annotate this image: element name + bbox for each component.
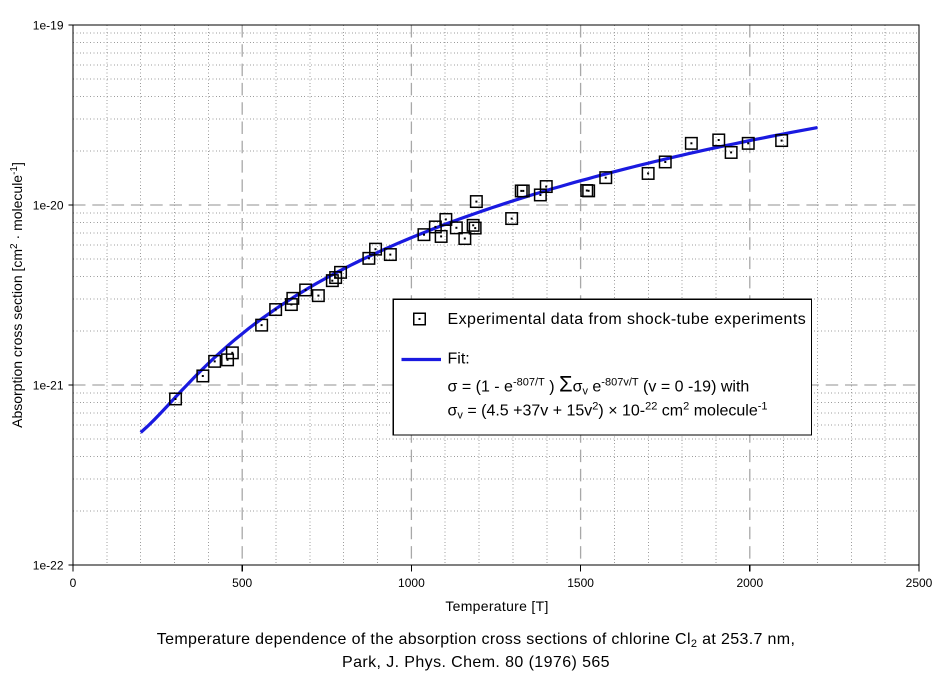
svg-text:Absorption cross section [cm2: Absorption cross section [cm2 · molecule…	[9, 162, 25, 428]
svg-text:Fit:: Fit:	[448, 351, 470, 368]
svg-text:1e-19: 1e-19	[33, 18, 64, 32]
svg-text:0: 0	[70, 576, 77, 590]
svg-text:Temperature dependence of the: Temperature dependence of the absorption…	[157, 631, 796, 650]
svg-text:1e-20: 1e-20	[33, 198, 64, 212]
svg-text:1000: 1000	[398, 576, 425, 590]
svg-text:1500: 1500	[567, 576, 594, 590]
svg-text:1e-21: 1e-21	[33, 378, 64, 392]
svg-text:2500: 2500	[906, 576, 933, 590]
svg-text:σv = (4.5 +37v + 15v2) × 10-22: σv = (4.5 +37v + 15v2) × 10-22 cm2 molec…	[448, 401, 768, 422]
svg-text:Experimental data from shock-t: Experimental data from shock-tube experi…	[448, 311, 807, 328]
svg-text:1e-22: 1e-22	[33, 558, 64, 572]
svg-text:Temperature [T]: Temperature [T]	[445, 598, 548, 614]
svg-text:Park, J. Phys. Chem. 80 (1976): Park, J. Phys. Chem. 80 (1976) 565	[342, 654, 610, 671]
svg-text:500: 500	[232, 576, 252, 590]
svg-text:2000: 2000	[736, 576, 763, 590]
